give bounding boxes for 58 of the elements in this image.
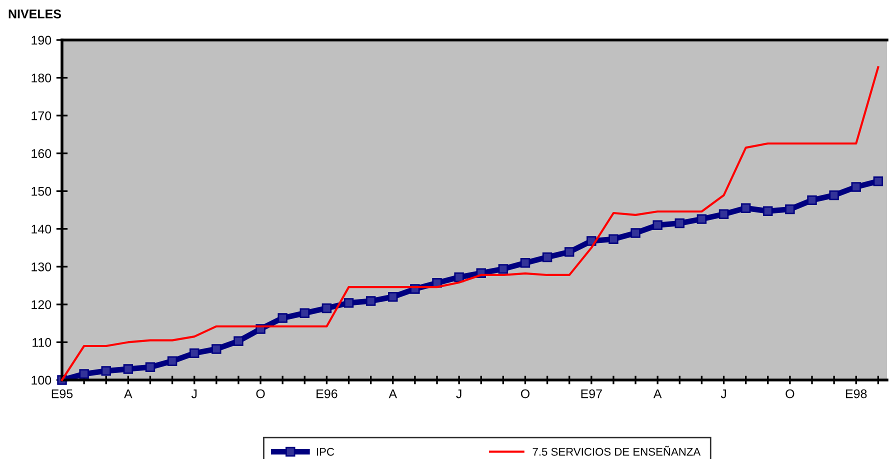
point xyxy=(212,344,222,354)
y-tick-label: 130 xyxy=(32,262,52,272)
point xyxy=(123,364,134,374)
point xyxy=(388,292,398,302)
point xyxy=(785,204,795,214)
point xyxy=(652,220,662,230)
x-tick-label: A xyxy=(653,389,662,398)
point xyxy=(167,356,178,366)
y-tick-label: 160 xyxy=(32,149,52,158)
point xyxy=(366,296,376,306)
x-tick-label: O xyxy=(520,389,530,398)
point xyxy=(498,264,508,274)
y-tick-label: 190 xyxy=(32,36,52,45)
x-tick-label: E98 xyxy=(846,389,867,398)
point xyxy=(189,348,200,358)
y-tick-label: 110 xyxy=(32,338,52,347)
point xyxy=(234,336,244,346)
y-tick-label: 180 xyxy=(32,74,52,82)
point xyxy=(851,182,861,192)
point xyxy=(300,308,310,318)
x-tick-label: O xyxy=(256,389,265,398)
x-tick-label: E96 xyxy=(316,389,338,398)
x-tick-label: O xyxy=(786,389,794,398)
y-axis-title: NIVELES xyxy=(8,10,61,18)
point xyxy=(740,203,751,213)
point xyxy=(344,298,354,308)
point xyxy=(454,272,464,282)
point xyxy=(564,247,574,257)
y-tick-label: 150 xyxy=(32,186,52,196)
x-tick-label: E97 xyxy=(581,389,602,398)
point xyxy=(608,234,618,244)
point xyxy=(79,369,89,379)
point xyxy=(101,366,111,376)
point xyxy=(807,195,817,206)
point xyxy=(520,258,530,268)
x-tick-label: A xyxy=(124,389,132,398)
y-tick-label: 170 xyxy=(32,111,52,120)
x-tick-label: J xyxy=(456,389,462,398)
point xyxy=(322,303,332,314)
point xyxy=(542,252,552,262)
legend-label: 7.5 SERVICIOS DE ENSEÑANZA xyxy=(532,446,701,456)
point xyxy=(829,190,839,200)
point xyxy=(674,218,685,228)
point xyxy=(718,209,729,220)
legend-label: IPC xyxy=(316,448,334,456)
point xyxy=(696,214,707,224)
point xyxy=(630,228,640,238)
y-tick-label: 120 xyxy=(32,300,52,310)
point xyxy=(278,313,288,323)
point xyxy=(763,206,773,216)
x-tick-label: E95 xyxy=(52,389,73,398)
x-tick-label: J xyxy=(720,389,726,398)
y-tick-label: 140 xyxy=(32,224,52,234)
y-tick-label: 100 xyxy=(32,376,52,385)
x-tick-label: A xyxy=(388,389,398,398)
x-tick-label: J xyxy=(191,389,197,398)
point xyxy=(873,176,884,186)
point xyxy=(145,362,156,372)
